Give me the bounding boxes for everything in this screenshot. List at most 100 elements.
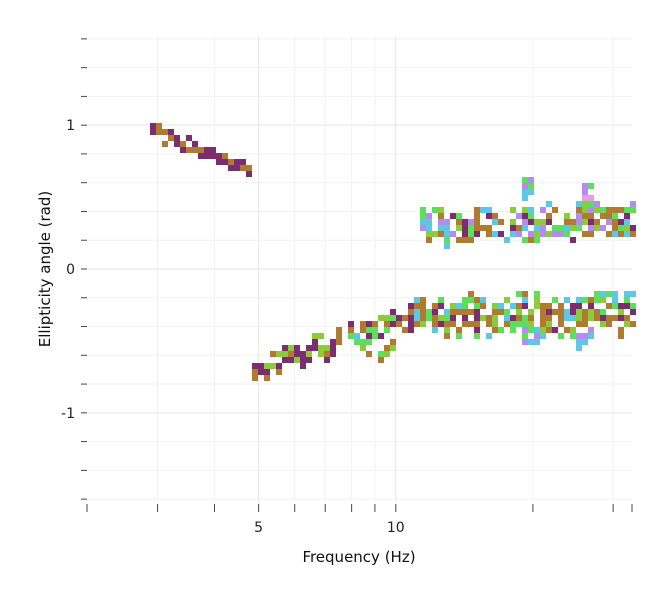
heatmap-cell bbox=[372, 327, 378, 333]
heatmap-cell bbox=[486, 333, 492, 339]
heatmap-cell bbox=[366, 351, 372, 357]
heatmap-cell bbox=[600, 213, 606, 219]
heatmap-cell bbox=[456, 225, 462, 231]
heatmap-cell bbox=[384, 315, 390, 321]
heatmap-cell bbox=[210, 153, 216, 159]
heatmap-cell bbox=[552, 225, 558, 231]
heatmap-cell bbox=[564, 309, 570, 315]
heatmap-cell bbox=[606, 213, 612, 219]
heatmap-cell bbox=[408, 309, 414, 315]
y-tick-label: 0 bbox=[66, 262, 75, 278]
heatmap-cell bbox=[486, 321, 492, 327]
heatmap-cell bbox=[408, 327, 414, 333]
heatmap-cell bbox=[528, 237, 534, 243]
heatmap-cell bbox=[492, 321, 498, 327]
heatmap-cell bbox=[576, 333, 582, 339]
heatmap-cell bbox=[618, 327, 624, 333]
heatmap-cell bbox=[438, 213, 444, 219]
heatmap-cell bbox=[438, 225, 444, 231]
heatmap-cell bbox=[534, 219, 540, 225]
heatmap-cell bbox=[360, 327, 366, 333]
heatmap-cell bbox=[570, 333, 576, 339]
y-tick-label: 1 bbox=[66, 118, 75, 134]
heatmap-cell bbox=[588, 183, 594, 189]
heatmap-cell bbox=[522, 315, 528, 321]
heatmap-cell bbox=[630, 201, 636, 207]
heatmap-cell bbox=[534, 333, 540, 339]
heatmap-cell bbox=[534, 327, 540, 333]
heatmap-cell bbox=[600, 315, 606, 321]
heatmap-cell bbox=[294, 351, 300, 357]
heatmap-cell bbox=[510, 321, 516, 327]
heatmap-cell bbox=[432, 231, 438, 237]
heatmap-cell bbox=[624, 321, 630, 327]
heatmap-cell bbox=[360, 345, 366, 351]
heatmap-cell bbox=[444, 315, 450, 321]
heatmap-cells bbox=[150, 123, 636, 381]
heatmap-cell bbox=[432, 321, 438, 327]
heatmap-cell bbox=[552, 327, 558, 333]
heatmap-cell bbox=[546, 201, 552, 207]
heatmap-cell bbox=[570, 237, 576, 243]
heatmap-cell bbox=[450, 231, 456, 237]
heatmap-cell bbox=[582, 309, 588, 315]
heatmap-cell bbox=[426, 219, 432, 225]
heatmap-cell bbox=[444, 321, 450, 327]
heatmap-cell bbox=[528, 219, 534, 225]
heatmap-cell bbox=[288, 345, 294, 351]
heatmap-cell bbox=[510, 207, 516, 213]
heatmap-cell bbox=[528, 207, 534, 213]
heatmap-cell bbox=[306, 351, 312, 357]
heatmap-cell bbox=[474, 225, 480, 231]
x-tick-label: 5 bbox=[254, 520, 263, 536]
heatmap-cell bbox=[240, 165, 246, 171]
heatmap-cell bbox=[624, 219, 630, 225]
heatmap-cell bbox=[576, 225, 582, 231]
heatmap-cell bbox=[324, 351, 330, 357]
heatmap-cell bbox=[474, 231, 480, 237]
heatmap-cell bbox=[456, 303, 462, 309]
heatmap-cell bbox=[558, 333, 564, 339]
heatmap-cell bbox=[606, 219, 612, 225]
heatmap-cell bbox=[468, 291, 474, 297]
heatmap-cell bbox=[348, 327, 354, 333]
heatmap-cell bbox=[456, 327, 462, 333]
heatmap-cell bbox=[186, 147, 192, 153]
heatmap-cell bbox=[372, 321, 378, 327]
heatmap-cell bbox=[528, 189, 534, 195]
heatmap-cell bbox=[492, 309, 498, 315]
heatmap-cell bbox=[174, 135, 180, 141]
heatmap-cell bbox=[462, 225, 468, 231]
heatmap-cell bbox=[306, 345, 312, 351]
heatmap-cell bbox=[294, 345, 300, 351]
heatmap-cell bbox=[390, 339, 396, 345]
heatmap-cell bbox=[600, 309, 606, 315]
heatmap-cell bbox=[498, 309, 504, 315]
heatmap-cell bbox=[438, 207, 444, 213]
heatmap-cell bbox=[426, 213, 432, 219]
heatmap-cell bbox=[618, 309, 624, 315]
heatmap-cell bbox=[432, 207, 438, 213]
heatmap-cell bbox=[504, 309, 510, 315]
heatmap-cell bbox=[528, 315, 534, 321]
heatmap-cell bbox=[282, 345, 288, 351]
heatmap-cell bbox=[570, 327, 576, 333]
heatmap-cell bbox=[552, 297, 558, 303]
heatmap-cell bbox=[612, 213, 618, 219]
heatmap-cell bbox=[390, 345, 396, 351]
heatmap-cell bbox=[510, 219, 516, 225]
heatmap-cell bbox=[378, 351, 384, 357]
heatmap-cell bbox=[282, 351, 288, 357]
heatmap-cell bbox=[576, 315, 582, 321]
heatmap-cell bbox=[612, 231, 618, 237]
heatmap-cell bbox=[600, 207, 606, 213]
heatmap-cell bbox=[300, 351, 306, 357]
heatmap-cell bbox=[432, 309, 438, 315]
heatmap-cell bbox=[468, 237, 474, 243]
heatmap-cell bbox=[606, 303, 612, 309]
heatmap-cell bbox=[588, 201, 594, 207]
heatmap-cell bbox=[564, 225, 570, 231]
heatmap-cell bbox=[528, 213, 534, 219]
heatmap-cell bbox=[522, 333, 528, 339]
heatmap-cell bbox=[576, 309, 582, 315]
